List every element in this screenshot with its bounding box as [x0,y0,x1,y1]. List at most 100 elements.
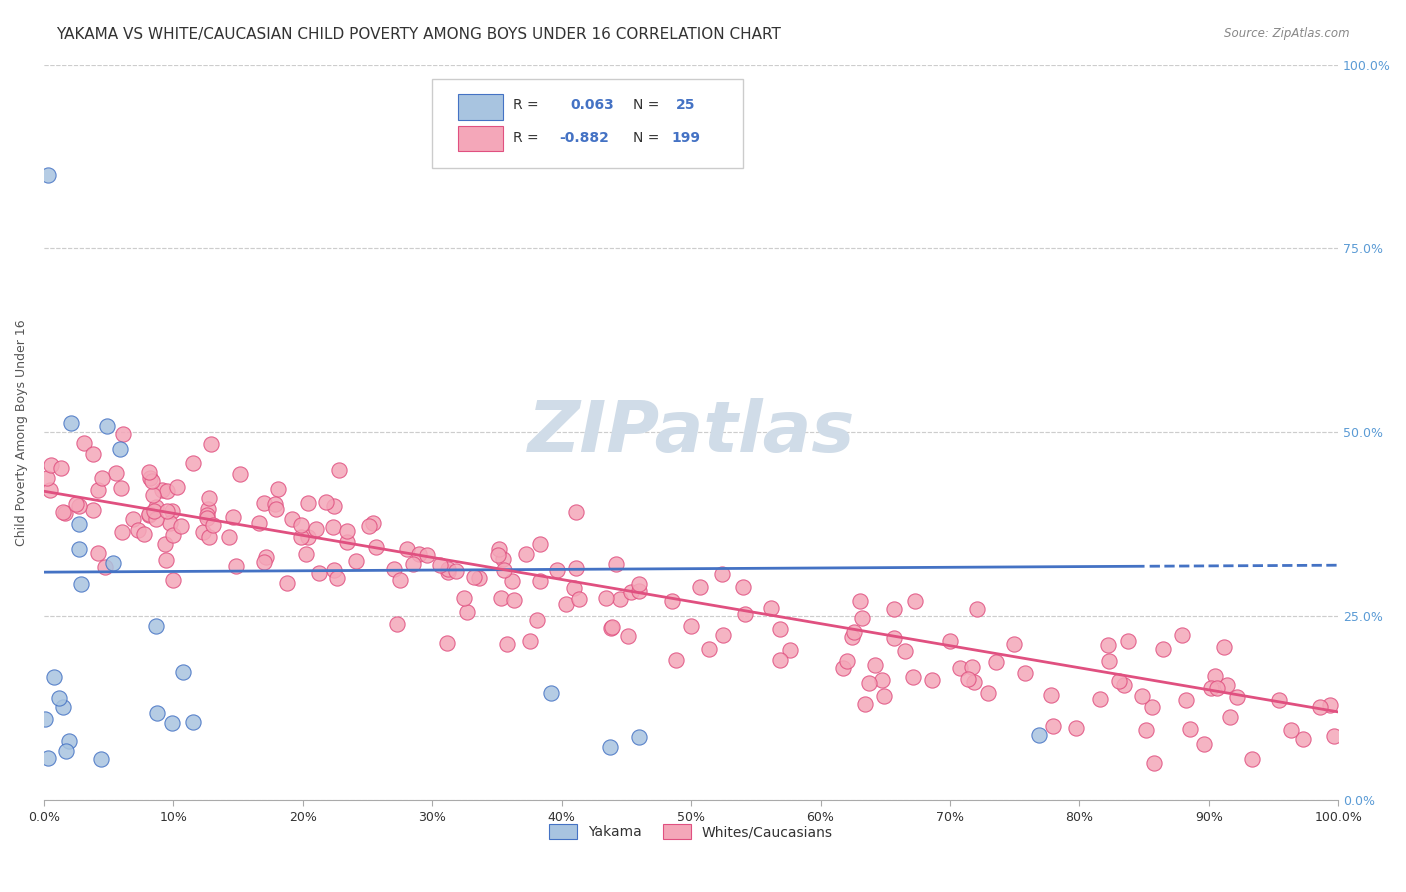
Point [112,427,135,442]
Point [328,463,350,477]
Point [389,573,412,587]
Point [436,636,458,650]
Point [468,571,491,585]
Point [38,483,60,497]
Point [70,577,93,591]
Point [181,456,204,470]
Point [142,488,165,502]
Point [1002,637,1025,651]
Point [86,483,108,498]
Text: 199: 199 [672,131,700,145]
Point [65,497,87,511]
Point [172,665,194,679]
Point [595,591,617,605]
Point [870,673,893,688]
Point [526,613,548,627]
Point [155,553,177,567]
Point [564,505,586,519]
Point [901,670,924,684]
Point [49,461,72,475]
Point [264,497,287,511]
Point [37,751,59,765]
Point [501,574,523,588]
Point [769,653,792,667]
Point [1199,681,1222,696]
Point [711,566,734,581]
Point [540,685,562,699]
Point [492,564,515,578]
Point [73,436,96,450]
Text: R =: R = [513,98,538,112]
Point [963,674,986,689]
Point [127,523,149,537]
Point [1143,756,1166,770]
Point [145,512,167,526]
Point [835,654,858,668]
Point [894,643,917,657]
Point [96,419,118,434]
Point [104,467,127,481]
Point [87,546,110,560]
Point [52,699,75,714]
Point [281,512,304,526]
Point [697,641,720,656]
Bar [458,94,503,120]
Point [308,566,330,581]
Point [315,495,337,509]
Point [396,542,419,557]
Text: Source: ZipAtlas.com: Source: ZipAtlas.com [1225,27,1350,40]
Point [1226,690,1249,704]
Text: YAKAMA VS WHITE/CAUCASIAN CHILD POVERTY AMONG BOYS UNDER 16 CORRELATION CHART: YAKAMA VS WHITE/CAUCASIAN CHILD POVERTY … [56,27,782,42]
Point [382,562,405,576]
Point [145,500,167,514]
Point [1206,681,1229,695]
Point [67,541,90,556]
Point [842,624,865,639]
Text: N =: N = [633,131,659,145]
Point [1219,710,1241,724]
Point [731,580,754,594]
Point [1212,640,1234,654]
Point [977,685,1000,699]
Point [599,740,621,755]
Point [111,524,134,539]
Point [489,591,512,606]
Point [761,601,783,615]
Point [1309,700,1331,714]
Point [661,594,683,608]
Point [858,676,880,690]
Point [865,658,887,673]
Point [681,619,703,633]
Point [628,577,651,591]
Point [39,458,62,472]
Point [326,571,349,585]
Text: ZIPatlas: ZIPatlas [527,398,855,467]
Point [91,470,114,484]
Point [170,519,193,533]
Point [492,552,515,566]
Point [363,516,385,530]
Point [1098,654,1121,668]
Point [336,524,359,539]
Point [42,670,65,684]
Point [851,611,873,625]
Point [67,516,90,531]
Point [921,673,943,688]
Point [297,530,319,544]
Point [101,556,124,570]
Point [305,522,328,536]
Point [264,501,287,516]
Point [456,605,478,619]
Point [562,581,585,595]
Point [197,502,219,516]
Point [1028,728,1050,742]
Point [986,655,1008,669]
Point [1040,688,1063,702]
Point [1014,666,1036,681]
Point [37,470,59,484]
Point [48,691,70,706]
Point [779,643,801,657]
Point [198,491,221,506]
Point [121,512,143,526]
Point [160,715,183,730]
